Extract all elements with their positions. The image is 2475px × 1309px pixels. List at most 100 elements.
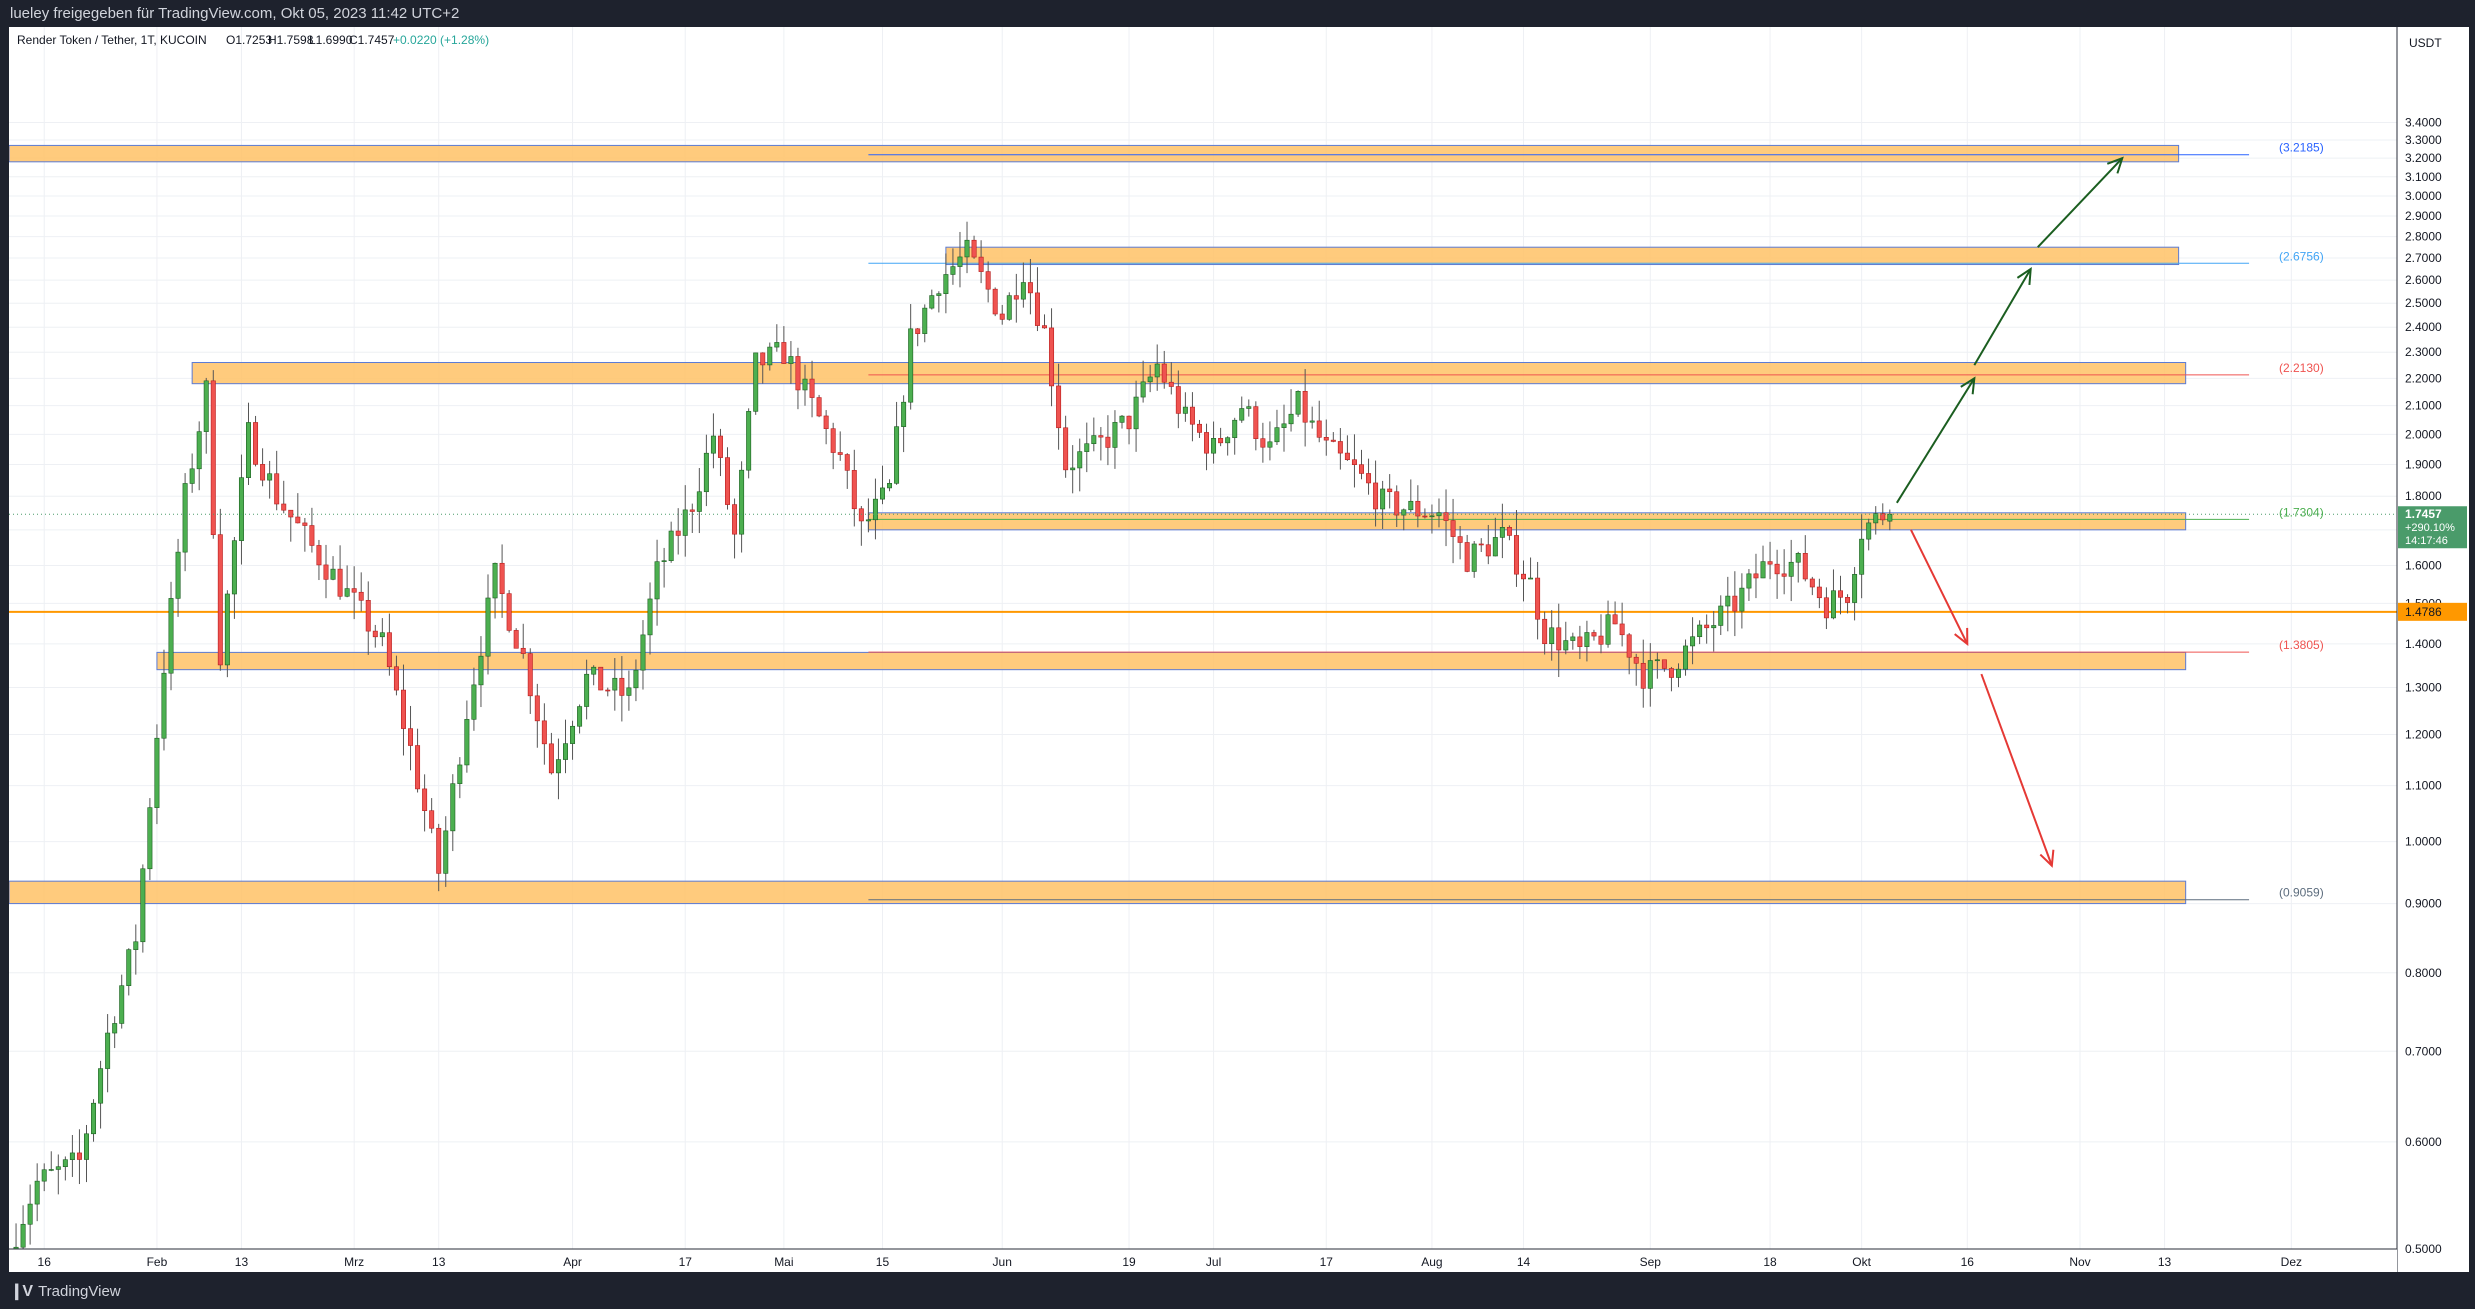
zone-box[interactable] (945, 246, 2180, 266)
candle-body (1049, 327, 1055, 387)
candle-body (661, 560, 667, 562)
projection-arrows[interactable] (1896, 156, 2124, 868)
tradingview-logo[interactable]: ❙V TradingView (10, 1281, 121, 1301)
candle-body (696, 491, 702, 512)
candle-body (1253, 406, 1259, 439)
candle-body (1408, 500, 1414, 511)
candle-body (175, 551, 181, 599)
candle-body (365, 600, 371, 632)
time-tick-label: 14 (1517, 1255, 1531, 1269)
candle-body (1119, 415, 1125, 423)
candle-body (1316, 420, 1322, 438)
candle-body (1591, 632, 1597, 637)
candle-body (1570, 636, 1576, 641)
time-tick-label: 13 (2158, 1255, 2172, 1269)
candle-body (1154, 363, 1160, 378)
candle-body (76, 1152, 82, 1160)
support-resistance-zones[interactable] (9, 144, 2250, 905)
candle-body (936, 293, 942, 296)
candle-body (1753, 573, 1759, 579)
time-tick-label: 16 (38, 1255, 52, 1269)
zone-box[interactable] (191, 362, 2187, 385)
chart-canvas[interactable]: (3.2185) (2.6756) (2.2130) (1.7304) (1.3805)… (9, 27, 2469, 1272)
candle-body (1344, 452, 1350, 461)
tv-logo-icon: ❙V (10, 1283, 33, 1300)
symbol-legend: Render Token / Tether, 1T, KUCOIN O1.725… (17, 33, 489, 47)
candle-body (1838, 590, 1843, 598)
arrow-head[interactable] (2106, 156, 2124, 174)
candle-body (894, 426, 900, 484)
arrow-shaft[interactable] (1896, 377, 1976, 504)
candle-body (372, 630, 378, 638)
zone-box[interactable] (867, 512, 2187, 531)
candle-body (1542, 618, 1548, 645)
candle-body (20, 1223, 26, 1248)
candle-body (1746, 573, 1752, 589)
arrow-shaft[interactable] (1973, 268, 2032, 366)
candle-body (1471, 543, 1477, 572)
price-tick-label: 1.1000 (2405, 779, 2442, 793)
candle-body (1189, 406, 1195, 425)
candle-body (1499, 527, 1505, 538)
candle-body (27, 1203, 33, 1225)
candle-body (210, 380, 216, 535)
candle-body (91, 1102, 97, 1135)
arrow-shaft[interactable] (1980, 673, 2053, 867)
time-tick-label: Jun (993, 1255, 1012, 1269)
candle-body (865, 519, 871, 522)
arrow-head[interactable] (1960, 376, 1976, 395)
price-tick-label: 1.0000 (2405, 835, 2442, 849)
candle-body (1443, 512, 1449, 521)
candle-body (1513, 535, 1519, 575)
candle-body (1521, 573, 1526, 580)
candle-body (84, 1133, 89, 1160)
time-axis[interactable]: 16 Feb 13 Mrz 13 Apr 17 Mai 15 Jun 19 Jul 17 Aug 14 Sep… (9, 1248, 2397, 1272)
zone-box[interactable] (156, 651, 2187, 671)
candle-body (640, 634, 646, 671)
candle-body (901, 401, 907, 427)
candle-body (1873, 513, 1879, 524)
candle-body (548, 743, 554, 774)
candle-body (1056, 385, 1062, 429)
time-tick-label: 17 (1320, 1255, 1334, 1269)
arrow-head[interactable] (2039, 849, 2055, 868)
candle-body (1182, 406, 1188, 414)
arrow-head[interactable] (2016, 266, 2032, 285)
tv-logo-text: TradingView (38, 1282, 121, 1300)
candle-body (1401, 509, 1407, 516)
candle-body (1535, 577, 1541, 620)
candle-body (795, 356, 801, 391)
price-axis-bg (2397, 27, 2469, 1272)
candle-body (858, 508, 864, 522)
candle-body (1612, 614, 1618, 625)
candle-body (1373, 482, 1379, 510)
candle-body (1274, 427, 1280, 443)
price-tick-label: 1.9000 (2405, 457, 2442, 471)
candle-body (1225, 437, 1231, 444)
arrow-head[interactable] (1954, 627, 1969, 646)
candle-body (48, 1169, 54, 1171)
candle-body (1725, 595, 1731, 607)
arrow-shaft[interactable] (2037, 157, 2123, 248)
candle-body (1302, 390, 1308, 423)
candle-body (1288, 413, 1294, 425)
zone-label: (2.6756) (2279, 249, 2324, 263)
candle-body (386, 632, 392, 668)
candle-body (802, 378, 808, 391)
arrow-shaft[interactable] (1910, 529, 1969, 645)
chart-pane[interactable]: (3.2185) (2.6756) (2.2130) (1.7304) (1.3805)… (9, 27, 2469, 1272)
zone-box[interactable] (9, 880, 2187, 905)
candle-body (555, 759, 561, 774)
price-axis[interactable]: USDT 3.4000 3.3000 3.2000 3.1000 3.0000 2.9000… (2396, 27, 2469, 1272)
candle-body (1239, 408, 1245, 421)
zone-box[interactable] (9, 144, 2180, 163)
time-tick-label: 18 (1763, 1255, 1777, 1269)
candle-body (1711, 625, 1717, 629)
candle-body (1661, 659, 1667, 669)
candle-body (1140, 381, 1146, 398)
candle-body (260, 464, 266, 481)
candle-body (668, 530, 674, 561)
candle-body (309, 525, 315, 546)
legend-symbol: Render Token / Tether, 1T, KUCOIN (17, 33, 207, 47)
candle-body (964, 239, 970, 258)
